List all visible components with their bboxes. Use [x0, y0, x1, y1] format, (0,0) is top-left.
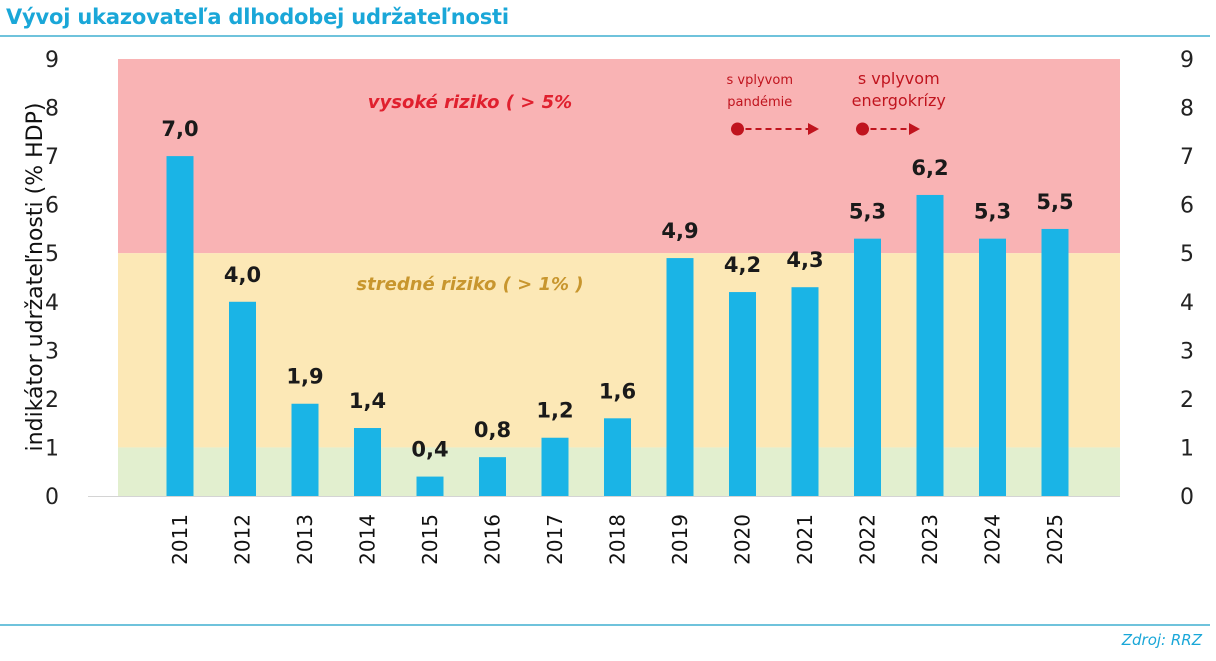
x-tick-2020: 2020: [731, 514, 755, 565]
annotation-0-arrowhead: [808, 123, 819, 135]
bar-2024: [979, 238, 1006, 496]
annotation-1-line-0: s vplyvom: [858, 69, 940, 88]
bar-2015: [416, 476, 444, 496]
x-tick-2022: 2022: [856, 514, 880, 565]
footer-rule: [0, 624, 1210, 626]
bar-2019: [666, 258, 694, 496]
data-label-2020: 4,2: [724, 253, 761, 277]
data-label-2019: 4,9: [661, 219, 698, 243]
data-label-2012: 4,0: [224, 263, 261, 287]
x-tick-2024: 2024: [981, 514, 1005, 565]
y-axis-title: indikátor udržateľnosti (% HDP): [23, 103, 48, 452]
y-tick-left-1: 1: [45, 436, 59, 461]
bar-2020: [729, 292, 756, 496]
y-tick-right-4: 4: [1180, 291, 1194, 316]
data-label-2022: 5,3: [849, 200, 886, 224]
y-tick-right-3: 3: [1180, 339, 1194, 364]
bar-2013: [291, 403, 319, 496]
y-tick-left-3: 3: [45, 339, 59, 364]
bars: [166, 156, 1069, 496]
x-tick-2021: 2021: [793, 514, 817, 565]
data-label-2017: 1,2: [536, 399, 573, 423]
x-tick-2012: 2012: [231, 514, 255, 565]
y-tick-right-6: 6: [1180, 194, 1194, 219]
bar-2018: [604, 418, 631, 496]
data-label-2024: 5,3: [974, 200, 1011, 224]
header-rule: [0, 35, 1210, 37]
page-title: Vývoj ukazovateľa dlhodobej udržateľnost…: [6, 5, 509, 29]
data-label-2015: 0,4: [411, 438, 448, 462]
x-tick-2019: 2019: [668, 514, 692, 565]
y-tick-left-2: 2: [45, 388, 59, 413]
x-tick-2025: 2025: [1043, 514, 1067, 565]
bar-2014: [354, 428, 381, 496]
risk-zone-label-1: stredné riziko ( > 1% ): [356, 274, 583, 295]
data-label-2021: 4,3: [786, 248, 823, 272]
x-tick-2023: 2023: [918, 514, 942, 565]
y-tick-left-6: 6: [45, 194, 59, 219]
bar-2016: [479, 457, 506, 496]
y-tick-left-7: 7: [45, 145, 59, 170]
x-tick-2013: 2013: [293, 514, 317, 565]
y-tick-right-2: 2: [1180, 388, 1194, 413]
data-label-2011: 7,0: [161, 117, 198, 141]
y-tick-left-4: 4: [45, 291, 59, 316]
annotation-1-arrowhead: [909, 123, 920, 135]
data-label-2018: 1,6: [599, 379, 636, 403]
y-tick-right-5: 5: [1180, 242, 1194, 267]
annotation-1-dot: [856, 122, 869, 136]
bar-2012: [229, 301, 256, 496]
bar-2022: [854, 238, 881, 496]
risk-zone-labels: vysoké riziko ( > 5% stredné riziko ( > 1…: [356, 92, 583, 295]
data-label-2023: 6,2: [911, 156, 948, 180]
y-tick-left-5: 5: [45, 242, 59, 267]
data-labels: 7,0 4,0 1,9 1,4 0,4 0,8 1,2 1,6 4,9 4,2 4,3 5,3 6,2 5…: [161, 117, 1073, 461]
source-note: Zdroj: RRZ: [1121, 631, 1202, 649]
x-tick-2011: 2011: [168, 514, 192, 565]
y-tick-left-0: 0: [45, 485, 59, 510]
annotations: s vplyvom pandémie s vplyvom energokrízy: [727, 69, 946, 136]
data-label-2016: 0,8: [474, 418, 511, 442]
risk-zone-label-0: vysoké riziko ( > 5%: [368, 92, 572, 113]
annotation-0-dot: [731, 122, 744, 136]
y-tick-right-7: 7: [1180, 145, 1194, 170]
annotation-0-line-0: s vplyvom: [727, 73, 793, 88]
x-tick-2018: 2018: [606, 514, 630, 565]
y-tick-right-0: 0: [1180, 485, 1194, 510]
y-tick-right-9: 9: [1180, 48, 1194, 73]
x-tick-2015: 2015: [418, 514, 442, 565]
x-axis: 2011 2012 2013 2014 2015 2016 2017 2018 2019 2020…: [88, 496, 1120, 565]
risk-zone-0: [118, 59, 1120, 254]
y-axis-left: 0 1 2 3 4 5 6 7 8 9: [45, 48, 59, 510]
x-tick-2016: 2016: [481, 514, 505, 565]
data-label-2013: 1,9: [286, 365, 323, 389]
annotation-1-line-1: energokrízy: [852, 91, 946, 110]
data-label-2025: 5,5: [1036, 190, 1073, 214]
bar-2025: [1041, 228, 1069, 496]
y-tick-left-9: 9: [45, 48, 59, 73]
annotation-0-line-1: pandémie: [727, 95, 792, 110]
chart: vysoké riziko ( > 5% stredné riziko ( > 1…: [23, 48, 1194, 565]
y-tick-left-8: 8: [45, 97, 59, 122]
bar-2017: [541, 437, 569, 496]
bar-2023: [916, 194, 944, 496]
bar-2021: [791, 287, 819, 496]
bar-2011: [166, 156, 194, 496]
x-tick-2014: 2014: [356, 514, 380, 565]
y-tick-right-8: 8: [1180, 97, 1194, 122]
risk-zone-1: [118, 253, 1120, 448]
x-tick-2017: 2017: [543, 514, 567, 565]
y-tick-right-1: 1: [1180, 436, 1194, 461]
y-axis-right: 0 1 2 3 4 5 6 7 8 9: [1180, 48, 1194, 510]
data-label-2014: 1,4: [349, 389, 386, 413]
